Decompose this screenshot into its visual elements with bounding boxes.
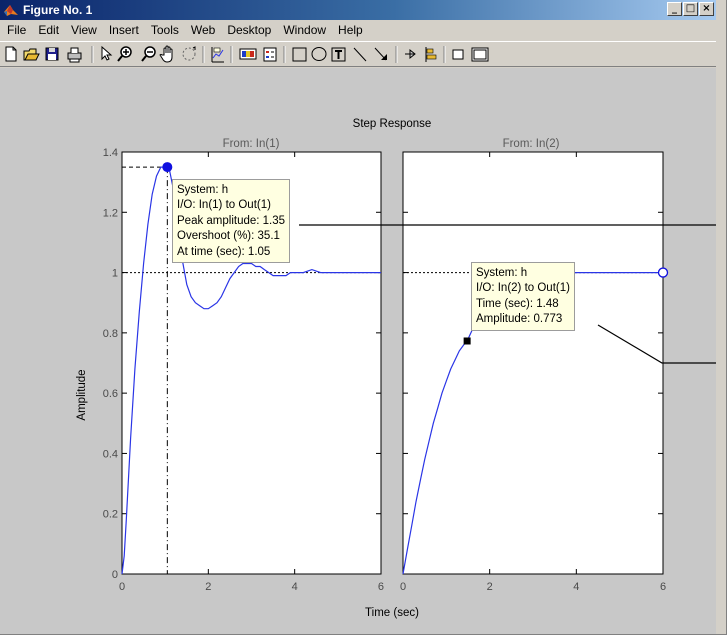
pan-hand-icon[interactable] [159, 45, 173, 63]
data-cursor-icon[interactable] [211, 47, 224, 63]
toolbar [0, 41, 716, 67]
plot-title: Step Response [353, 118, 432, 130]
menu-insert[interactable]: Insert [108, 23, 139, 37]
datatip-connector-2 [597, 324, 716, 364]
x-tick-label: 0 [119, 581, 125, 593]
arrow-icon[interactable] [374, 47, 387, 61]
y-tick-label: 1.4 [103, 147, 118, 159]
y-tick-label: 1 [112, 268, 118, 280]
colorbar-icon[interactable] [239, 48, 257, 60]
print-icon[interactable] [67, 47, 82, 63]
property-editor-icon[interactable] [471, 47, 489, 62]
y-tick-label: 0.8 [103, 328, 118, 340]
datatip-point-line: Time (sec): 1.48 [476, 297, 559, 310]
axes-in2[interactable]: 0 2 4 6 [400, 151, 669, 593]
datatip-peak-line: I/O: In(1) to Out(1) [177, 199, 271, 212]
line-icon[interactable] [353, 47, 367, 62]
zoom-out-icon[interactable] [141, 46, 156, 62]
column-title-2: From: In(2) [503, 138, 560, 150]
x-axis-label: Time (sec) [365, 607, 419, 619]
pin-icon[interactable] [405, 48, 416, 60]
x-tick-label: 2 [205, 581, 211, 593]
new-figure-icon[interactable] [5, 46, 17, 62]
response-curve [121, 166, 381, 575]
menu-window[interactable]: Window [283, 23, 327, 37]
rectangle-icon[interactable] [292, 47, 307, 62]
datatip-point[interactable]: System: h I/O: In(2) to Out(1) Time (sec… [471, 262, 575, 331]
step-response-plot: Step Response From: In(1) From: In(2) Am… [76, 118, 716, 619]
y-tick-label: 0 [112, 569, 118, 581]
ellipse-icon[interactable] [311, 47, 327, 61]
x-tick-label: 0 [400, 581, 406, 593]
datatip-peak-line: Peak amplitude: 1.35 [177, 214, 286, 227]
x-tick-label: 2 [487, 581, 493, 593]
save-icon[interactable] [45, 47, 59, 61]
datatip-peak-line: Overshoot (%): 35.1 [177, 230, 280, 243]
datatip-point-line: Amplitude: 0.773 [476, 313, 563, 326]
close-button[interactable]: × [699, 2, 714, 16]
y-tick-label: 1.2 [103, 207, 118, 219]
title-bar[interactable]: Figure No. 1 _ □ × [0, 0, 716, 20]
rotate-3d-icon[interactable] [182, 46, 196, 61]
y-axis-label: Amplitude [76, 369, 88, 420]
datatip-peak-line: System: h [177, 184, 229, 196]
y-tick-label: 0.2 [103, 509, 118, 521]
datatip-peak[interactable]: System: h I/O: In(1) to Out(1) Peak ampl… [172, 179, 291, 264]
steady-state-marker [657, 267, 669, 278]
matlab-logo-icon [4, 5, 18, 16]
menu-web[interactable]: Web [190, 23, 216, 37]
peak-marker [162, 162, 173, 173]
window-title: Figure No. 1 [23, 3, 93, 17]
datatip-point-line: I/O: In(2) to Out(1) [476, 282, 570, 295]
menu-desktop[interactable]: Desktop [227, 23, 272, 37]
x-tick-label: 6 [660, 581, 666, 593]
minimize-button[interactable]: _ [667, 2, 682, 16]
datatip-peak-line: At time (sec): 1.05 [177, 245, 271, 258]
figure-canvas: Step Response From: In(1) From: In(2) Am… [0, 68, 716, 634]
maximize-button[interactable]: □ [683, 2, 698, 16]
y-tick-label: 0.6 [103, 388, 118, 400]
plot-browser-icon[interactable] [452, 49, 464, 60]
datatip-point-line: System: h [476, 267, 528, 279]
y-tick-label: 0.4 [103, 448, 118, 460]
zoom-in-icon[interactable] [117, 46, 132, 62]
menu-bar: File Edit View Insert Tools Web Desktop … [0, 20, 716, 41]
menu-view[interactable]: View [71, 23, 97, 37]
menu-help[interactable]: Help [338, 23, 363, 37]
x-tick-label: 4 [573, 581, 579, 593]
menu-edit[interactable]: Edit [38, 23, 60, 37]
select-arrow-icon[interactable] [101, 45, 113, 61]
column-title-1: From: In(1) [223, 138, 280, 150]
menu-tools[interactable]: Tools [150, 23, 179, 37]
x-tick-label: 6 [378, 581, 384, 593]
align-icon[interactable] [425, 47, 437, 62]
open-file-icon[interactable] [23, 48, 40, 61]
textbox-icon[interactable] [331, 47, 346, 62]
datatip-marker [463, 337, 471, 345]
menu-file[interactable]: File [7, 23, 27, 37]
x-tick-label: 4 [292, 581, 298, 593]
axes-background [402, 151, 664, 575]
legend-icon[interactable] [263, 47, 277, 62]
